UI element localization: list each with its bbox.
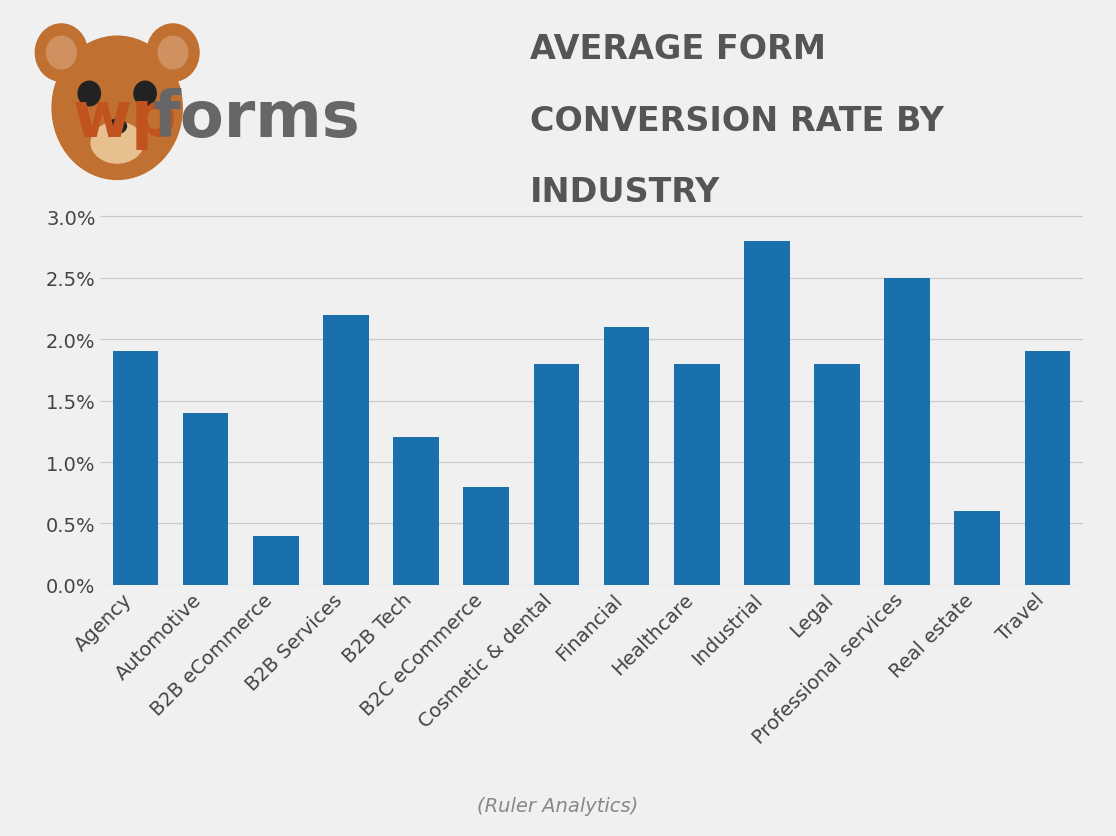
Circle shape [36,25,87,82]
Bar [744,242,790,585]
Circle shape [52,37,182,181]
Text: CONVERSION RATE BY: CONVERSION RATE BY [530,104,944,137]
Circle shape [134,82,156,107]
Bar [884,278,930,585]
Circle shape [147,25,199,82]
Bar [815,364,859,585]
Circle shape [158,37,187,70]
Ellipse shape [92,123,143,164]
Bar [393,438,439,585]
Text: INDUSTRY: INDUSTRY [530,176,721,208]
Ellipse shape [108,120,126,135]
Bar [324,315,368,585]
Text: forms: forms [153,88,360,150]
Circle shape [47,37,76,70]
Bar [954,512,1000,585]
Text: AVERAGE FORM: AVERAGE FORM [530,33,826,66]
Bar [604,328,650,585]
Bar [113,352,158,585]
Text: wp: wp [73,88,177,150]
Bar [253,536,299,585]
Bar [533,364,579,585]
Bar [463,487,509,585]
Circle shape [78,82,100,107]
Bar [1024,352,1070,585]
Bar [674,364,720,585]
Text: (Ruler Analytics): (Ruler Analytics) [478,796,638,815]
Bar [183,414,229,585]
